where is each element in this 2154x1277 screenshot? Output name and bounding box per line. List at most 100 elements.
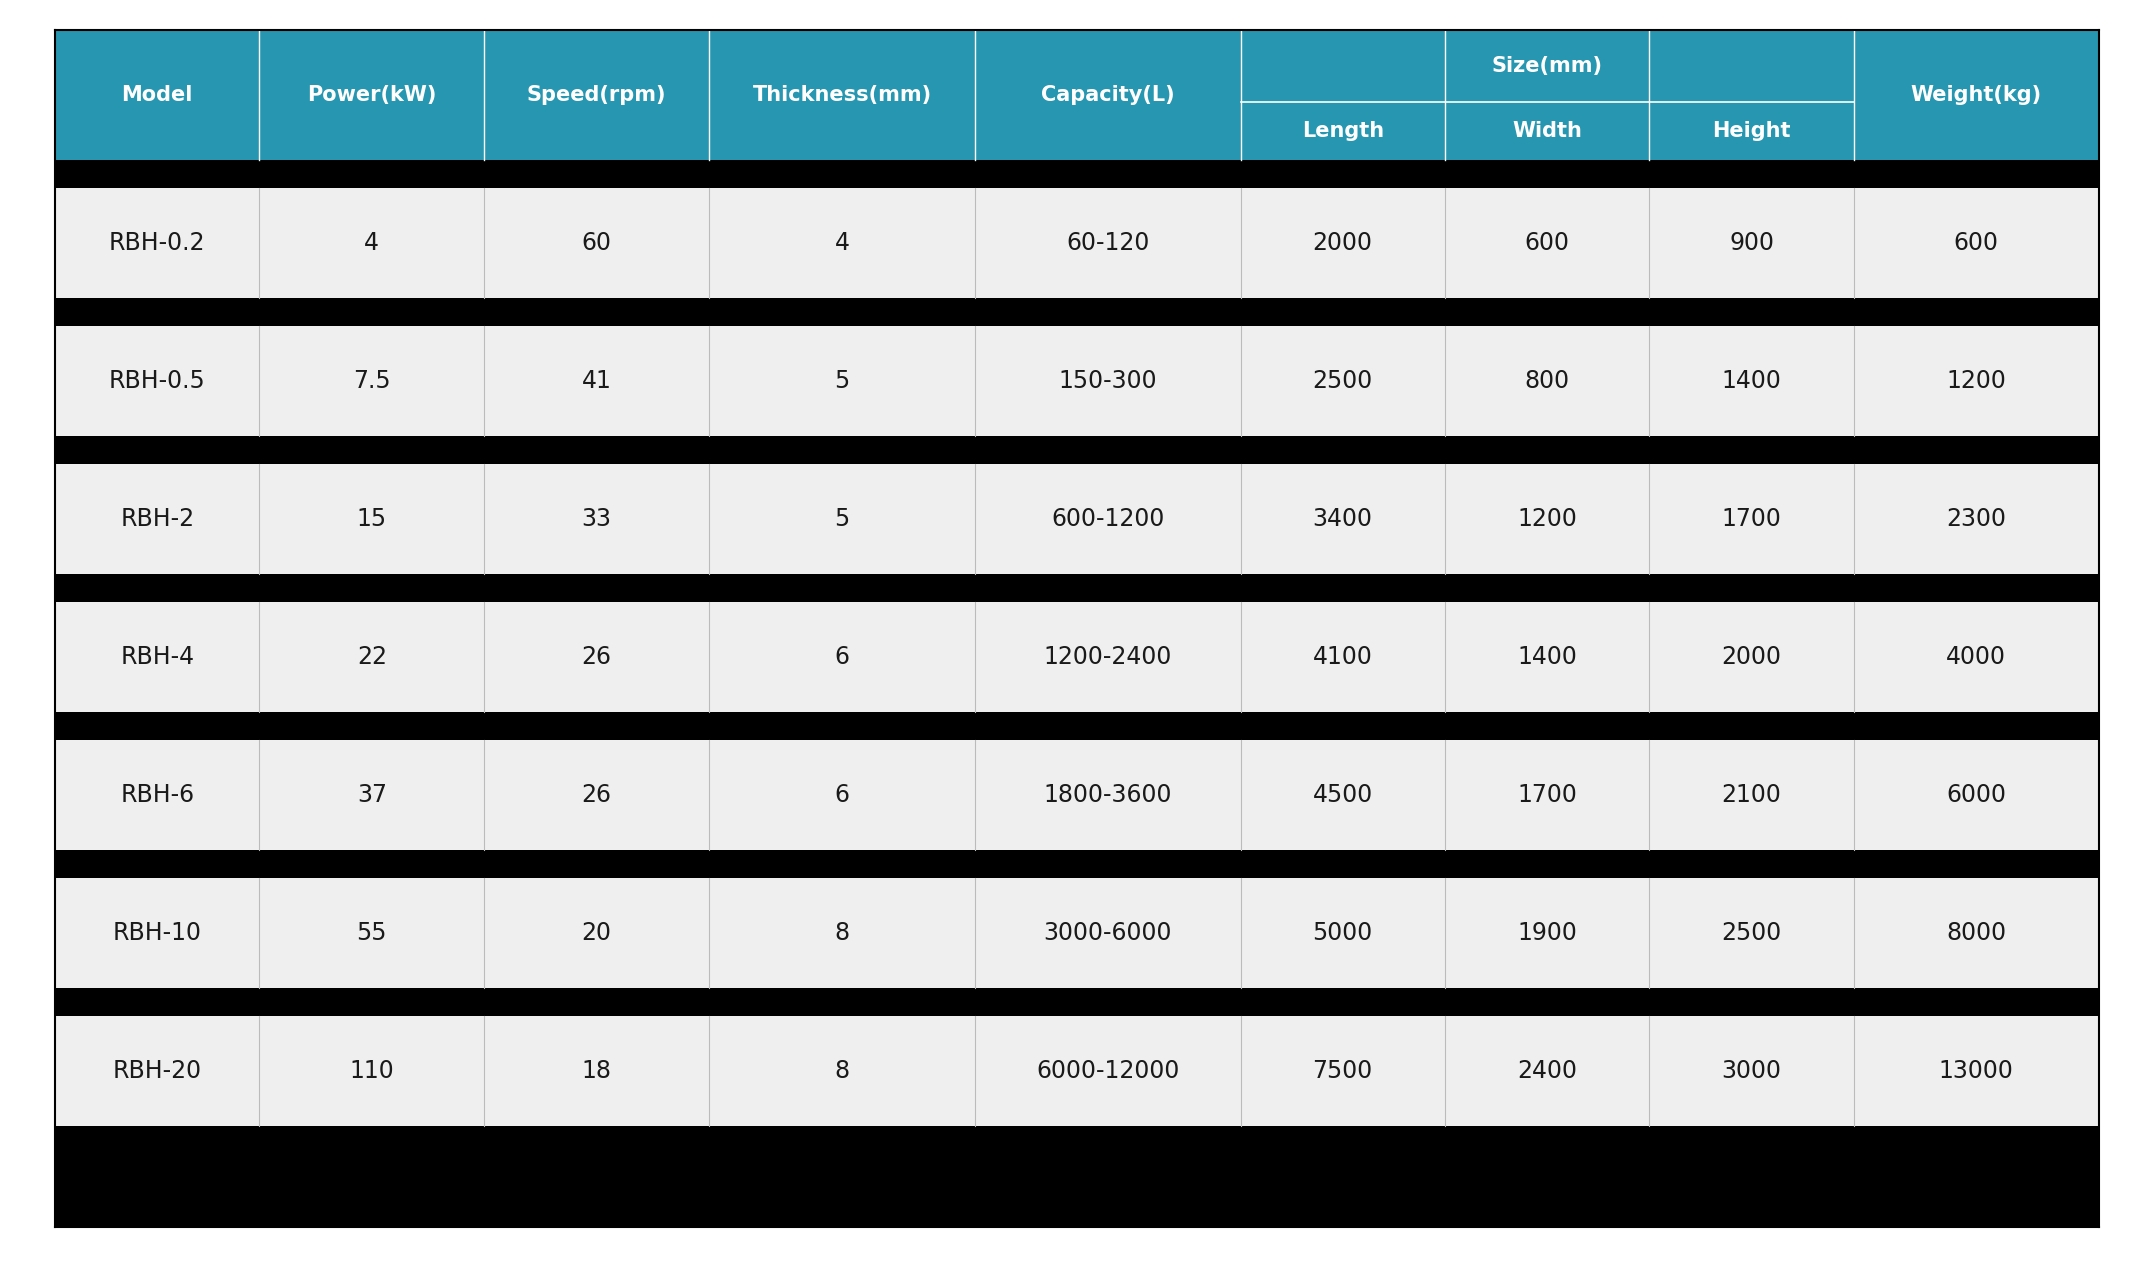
Text: 2500: 2500 [1721,921,1781,945]
Text: 5: 5 [834,507,849,531]
Bar [258,879,485,988]
Bar [976,464,1241,573]
Bar [1241,29,1855,101]
Text: 5000: 5000 [1312,921,1372,945]
Bar [56,188,258,298]
Bar [1241,601,1445,713]
Text: 8: 8 [834,1059,849,1083]
Bar [709,601,976,713]
Text: RBH-2: RBH-2 [121,507,194,531]
Text: 2500: 2500 [1312,369,1372,393]
Text: Width: Width [1512,121,1581,140]
Bar [258,739,485,850]
Bar [1650,101,1855,160]
Bar [1855,879,2098,988]
Text: 1900: 1900 [1516,921,1577,945]
Text: 8: 8 [834,921,849,945]
Bar [709,29,976,160]
Text: 600: 600 [1525,231,1570,255]
Text: 6: 6 [834,783,849,807]
Bar [1650,1016,1855,1126]
Text: RBH-6: RBH-6 [121,783,194,807]
Text: 6000-12000: 6000-12000 [1036,1059,1180,1083]
Bar [485,739,709,850]
Bar [56,739,258,850]
Text: 2000: 2000 [1312,231,1372,255]
Bar [1241,326,1445,435]
Bar [1650,739,1855,850]
Bar [258,464,485,573]
Text: RBH-0.2: RBH-0.2 [110,231,205,255]
Text: 20: 20 [582,921,612,945]
Text: 55: 55 [358,921,388,945]
Bar [1855,326,2098,435]
Bar [976,1016,1241,1126]
Bar [485,601,709,713]
Text: 2100: 2100 [1721,783,1781,807]
Bar [56,1016,258,1126]
Text: 900: 900 [1730,231,1775,255]
Text: 2400: 2400 [1516,1059,1577,1083]
Bar [1855,739,2098,850]
Bar [1445,188,1650,298]
Text: Model: Model [121,86,194,105]
Bar [1650,188,1855,298]
Bar [56,29,258,160]
Text: Speed(rpm): Speed(rpm) [528,86,666,105]
Bar [258,1016,485,1126]
Bar [1650,464,1855,573]
Text: 2000: 2000 [1721,645,1781,669]
Text: RBH-10: RBH-10 [112,921,202,945]
Text: 4000: 4000 [1947,645,2005,669]
Bar [485,188,709,298]
Text: 3000-6000: 3000-6000 [1043,921,1172,945]
Bar [709,188,976,298]
Bar [1650,601,1855,713]
Text: 6000: 6000 [1947,783,2005,807]
Bar [1855,1016,2098,1126]
Text: 4100: 4100 [1312,645,1372,669]
Bar [1855,29,2098,160]
Text: 60: 60 [582,231,612,255]
Text: RBH-0.5: RBH-0.5 [110,369,205,393]
Text: 3400: 3400 [1312,507,1372,531]
Text: 15: 15 [358,507,388,531]
Text: 13000: 13000 [1939,1059,2014,1083]
Bar [1241,188,1445,298]
Bar [976,326,1241,435]
Bar [485,29,709,160]
Bar [709,879,976,988]
Text: 1800-3600: 1800-3600 [1043,783,1172,807]
Bar [1241,739,1445,850]
Text: RBH-4: RBH-4 [121,645,194,669]
Text: 1400: 1400 [1516,645,1577,669]
Text: Size(mm): Size(mm) [1491,56,1603,75]
Bar [1445,1016,1650,1126]
Text: 1200-2400: 1200-2400 [1043,645,1172,669]
Text: 37: 37 [358,783,388,807]
Bar [258,326,485,435]
Text: 18: 18 [582,1059,612,1083]
Text: 600: 600 [1954,231,1999,255]
Text: RBH-20: RBH-20 [112,1059,202,1083]
Bar [1855,464,2098,573]
Bar [1241,1016,1445,1126]
Bar [1445,601,1650,713]
Bar [1241,464,1445,573]
Bar [1445,879,1650,988]
Text: 4: 4 [364,231,379,255]
Bar [976,29,1241,160]
Text: 22: 22 [358,645,388,669]
Text: 5: 5 [834,369,849,393]
Bar [709,739,976,850]
Text: 41: 41 [582,369,612,393]
Text: Power(kW): Power(kW) [308,86,437,105]
Bar [976,601,1241,713]
Bar [485,326,709,435]
Text: 150-300: 150-300 [1058,369,1157,393]
Bar [1445,101,1650,160]
Text: Length: Length [1301,121,1383,140]
Text: 1200: 1200 [1947,369,2005,393]
Text: 6: 6 [834,645,849,669]
Text: 4500: 4500 [1312,783,1372,807]
